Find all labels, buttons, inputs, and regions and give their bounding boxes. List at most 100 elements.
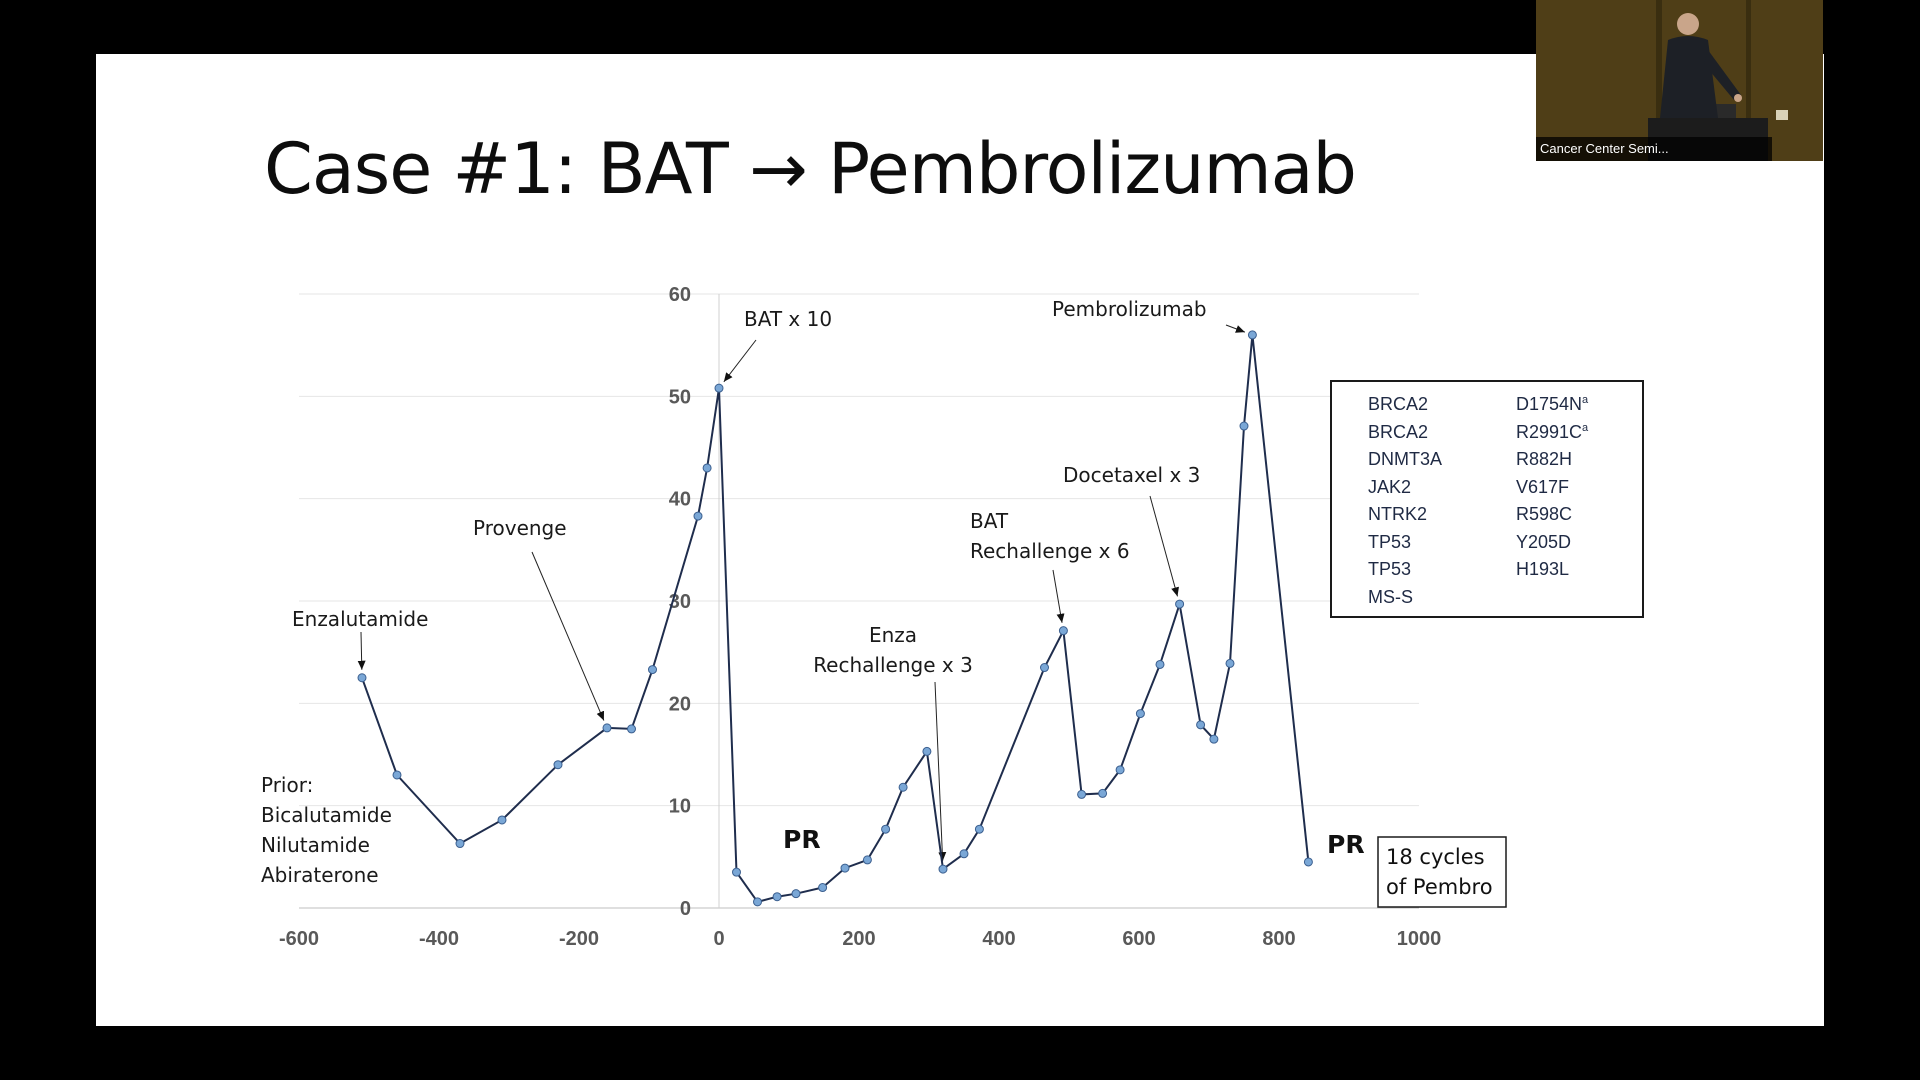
mutation-gene: TP53: [1368, 531, 1412, 552]
annotation-bat-x10: BAT x 10: [744, 307, 832, 331]
data-point: [1247, 330, 1257, 340]
data-point: [497, 815, 507, 825]
y-tick-label: 60: [669, 284, 691, 306]
mutation-variant: Y205D: [1516, 531, 1572, 552]
partial-response-label-1: PR: [783, 825, 821, 854]
data-point: [840, 863, 850, 873]
webcam-caption: Cancer Center Semi...: [1536, 137, 1772, 161]
annotation-enza-line1: Enza: [869, 623, 917, 647]
x-tick-label: 400: [982, 928, 1015, 950]
annotation-bat-line2: Rechallenge x 6: [970, 539, 1130, 563]
pembro-cycles-line2: of Pembro: [1386, 875, 1493, 899]
x-tick-label: 600: [1122, 928, 1155, 950]
data-point: [791, 889, 801, 899]
mutation-gene: BRCA2: [1368, 421, 1429, 442]
y-tick-label: 0: [680, 898, 691, 920]
annotation-arrow: [1225, 324, 1246, 333]
mutation-table: BRCA2 D1754Na BRCA2 R2991Ca DNMT3A R882H JAK2 V…: [1330, 380, 1644, 618]
data-point: [1225, 658, 1235, 668]
prior-therapy-bicalutamide: Bicalutamide: [261, 803, 392, 827]
data-point: [455, 839, 465, 849]
data-point: [693, 511, 703, 521]
mutation-variant: R2991Ca: [1516, 421, 1589, 442]
y-tick-label: 50: [669, 386, 691, 408]
data-point: [974, 824, 984, 834]
data-point: [627, 724, 636, 734]
x-tick-label: 0: [713, 928, 724, 950]
mutation-gene: TP53: [1368, 559, 1412, 579]
data-point: [938, 864, 948, 874]
data-point: [1175, 599, 1185, 609]
data-point: [732, 867, 741, 877]
mutation-gene: DNMT3A: [1368, 449, 1443, 469]
data-point: [702, 463, 712, 473]
mutation-variant: R882H: [1516, 449, 1573, 469]
annotation-arrow: [1052, 569, 1065, 623]
x-tick-label: 800: [1262, 928, 1295, 950]
y-tick-label: 20: [669, 693, 691, 715]
annotation-arrow: [531, 551, 605, 721]
y-tick-label: 10: [669, 796, 691, 818]
data-point: [1155, 659, 1165, 669]
data-point: [1239, 421, 1249, 431]
annotation-enzalutamide: Enzalutamide: [292, 607, 428, 631]
data-point: [1040, 663, 1049, 673]
data-point: [1058, 626, 1068, 636]
mutation-variant: D1754Na: [1516, 394, 1589, 414]
data-point: [1209, 734, 1219, 744]
data-point: [772, 892, 782, 902]
data-point: [862, 855, 872, 865]
mutation-gene: BRCA2: [1368, 394, 1429, 414]
mutation-footnote-marker: a: [1582, 394, 1589, 406]
data-point: [1077, 789, 1087, 799]
annotation-arrow: [723, 339, 757, 383]
mutation-gene: JAK2: [1368, 476, 1412, 497]
x-tick-label: -200: [559, 928, 599, 950]
pembro-cycles-line1: 18 cycles: [1386, 845, 1485, 869]
chart-data-points: [357, 330, 1313, 907]
chart-gridlines: [299, 293, 1419, 909]
x-tick-label: 1000: [1397, 928, 1442, 950]
mutation-gene: MS-S: [1368, 586, 1413, 607]
data-point: [1135, 709, 1145, 719]
x-tick-label: -600: [279, 928, 319, 950]
annotation-arrows: [357, 324, 1246, 862]
mutation-variant: V617F: [1516, 476, 1570, 497]
data-point: [1098, 788, 1108, 798]
partial-response-label-2: PR: [1327, 830, 1365, 859]
annotation-pembrolizumab: Pembrolizumab: [1052, 297, 1207, 321]
annotation-arrow: [1149, 495, 1179, 597]
annotation-labels: Enzalutamide Provenge BAT x 10 Enza Rech…: [261, 297, 1365, 887]
data-point: [922, 746, 932, 756]
data-point: [959, 849, 969, 859]
data-point: [714, 383, 724, 393]
x-tick-label: -400: [419, 928, 459, 950]
slide-title: Case #1: BAT → Pembrolizumab: [264, 128, 1357, 210]
data-point: [602, 723, 612, 733]
annotation-bat-line1: BAT: [970, 509, 1009, 533]
presentation-slide: Case #1: BAT → Pembrolizumab 0 10 20 30 40 50…: [96, 54, 1824, 1026]
mutation-gene: NTRK2: [1368, 504, 1428, 524]
prior-therapy-label: Prior:: [261, 773, 313, 797]
prior-therapy-nilutamide: Nilutamide: [261, 833, 370, 857]
speaker-webcam-thumbnail[interactable]: Cancer Center Semi...: [1536, 0, 1823, 161]
annotation-provenge: Provenge: [473, 516, 567, 540]
mutation-variant: H193L: [1516, 559, 1570, 579]
annotation-arrow: [934, 681, 947, 862]
data-point: [648, 665, 657, 675]
mutation-variant: R598C: [1516, 504, 1573, 524]
data-point: [881, 824, 891, 834]
annotation-docetaxel: Docetaxel x 3: [1063, 463, 1200, 487]
series-line: [361, 334, 1310, 904]
annotation-arrow: [357, 631, 366, 670]
data-point: [392, 770, 402, 780]
data-point: [1115, 765, 1125, 775]
y-tick-label: 40: [669, 489, 691, 511]
data-point: [898, 782, 908, 792]
data-point: [1303, 857, 1313, 867]
prior-therapy-abiraterone: Abiraterone: [261, 863, 379, 887]
pembro-cycles-box: [1377, 836, 1507, 908]
data-point: [553, 760, 563, 770]
